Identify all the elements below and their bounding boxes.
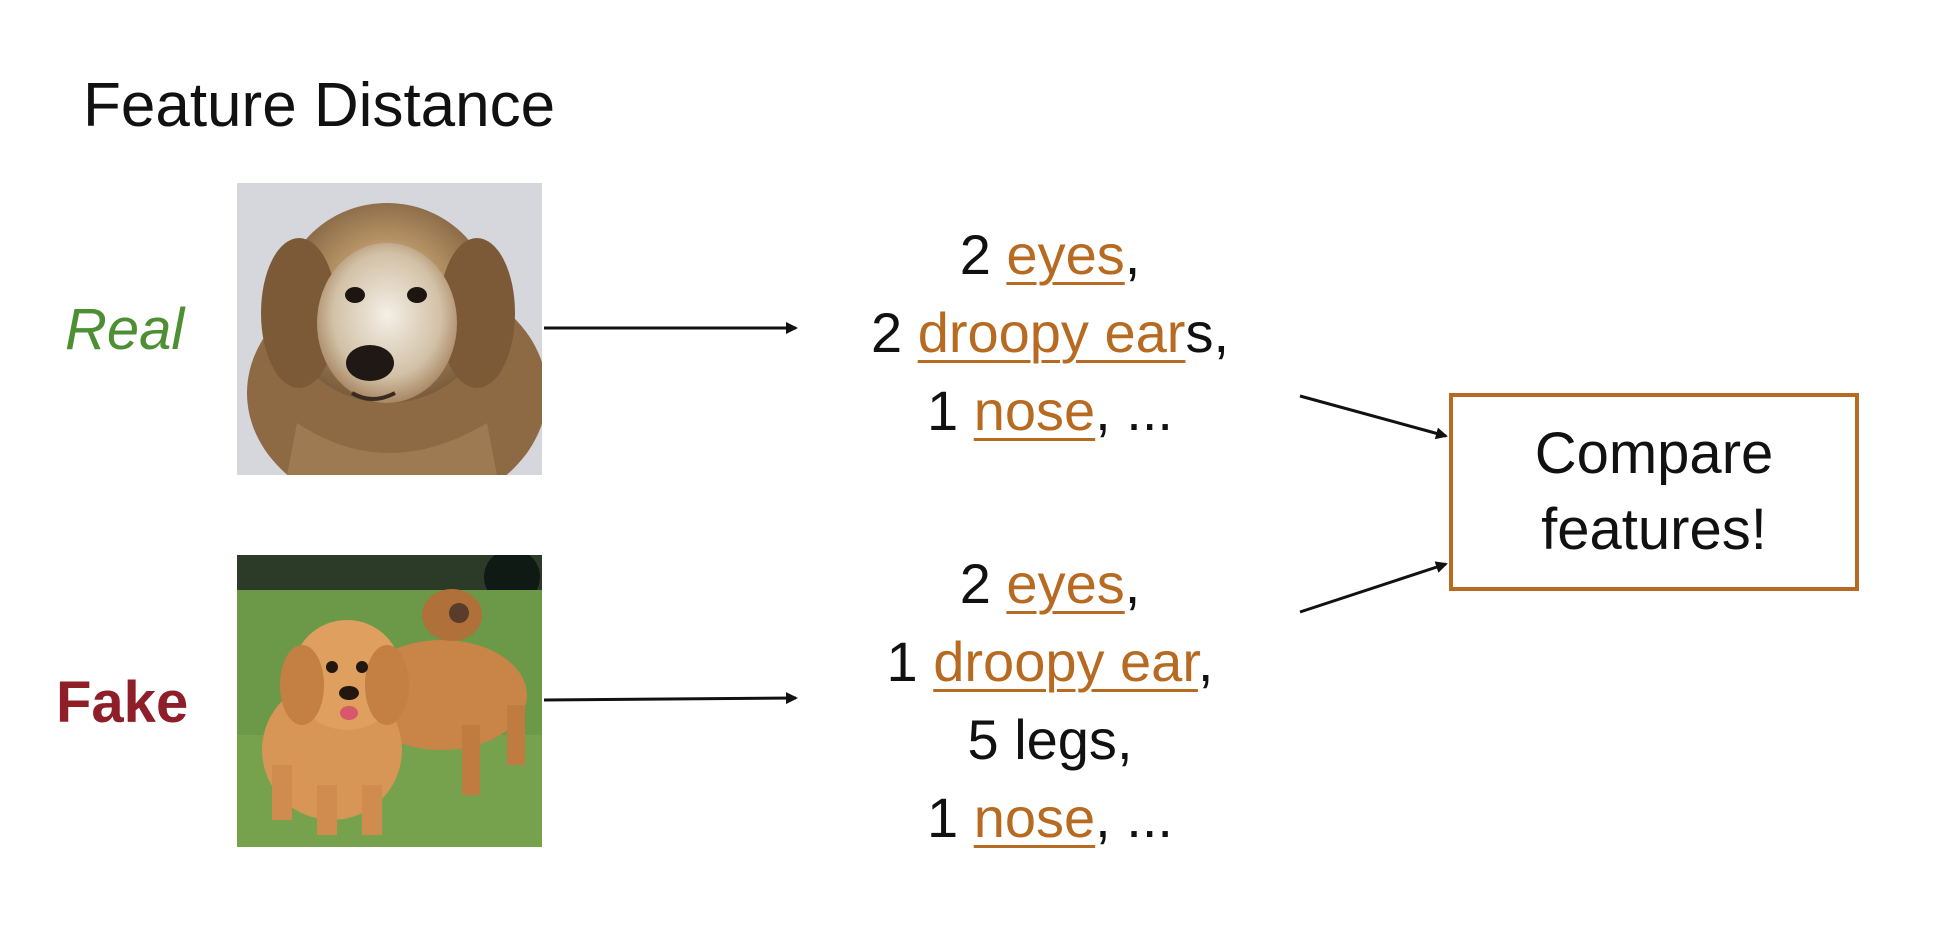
fake-label: Fake: [56, 670, 189, 735]
real-label: Real: [65, 297, 185, 362]
feature-suffix: ,: [1197, 630, 1214, 693]
compare-text: Compare features!: [1535, 416, 1774, 568]
feature-suffix: , ...: [1095, 786, 1173, 849]
compare-line-1: Compare: [1534, 421, 1774, 486]
feature-count: 2: [870, 301, 903, 364]
arrow-real-features-to-compare: [1299, 394, 1448, 440]
real-feature-line: 2 droopy ears,: [790, 294, 1310, 372]
real-dog-image: [237, 183, 542, 475]
feature-droopy-ear: droopy ear: [933, 630, 1198, 693]
feature-count: 5: [967, 708, 999, 771]
feature-suffix: ,: [1124, 552, 1141, 615]
fake-feature-list: 2 eyes, 1 droopy ear, 5 legs, 1 nose, ..…: [790, 545, 1310, 857]
feature-legs: legs: [1014, 708, 1117, 771]
feature-suffix: , ...: [1095, 379, 1173, 442]
real-feature-line: 2 eyes,: [790, 216, 1310, 294]
arrow-fake-features-to-compare: [1299, 561, 1448, 614]
slide-title: Feature Distance: [83, 71, 556, 140]
fake-feature-line: 5 legs,: [790, 701, 1310, 779]
real-feature-list: 2 eyes, 2 droopy ears, 1 nose, ...: [790, 216, 1310, 450]
feature-count: 2: [959, 223, 991, 286]
feature-count: 1: [927, 786, 959, 849]
fake-feature-line: 1 nose, ...: [790, 779, 1310, 857]
real-feature-line: 1 nose, ...: [790, 372, 1310, 450]
feature-eyes: eyes: [1006, 552, 1125, 615]
fake-feature-line: 2 eyes,: [790, 545, 1310, 623]
compare-line-2: features!: [1541, 497, 1767, 562]
feature-eyes: eyes: [1006, 223, 1125, 286]
fake-feature-line: 1 droopy ear,: [790, 623, 1310, 701]
feature-count: 1: [927, 379, 959, 442]
compare-features-box: Compare features!: [1449, 393, 1859, 591]
arrow-fake-to-features: [543, 692, 798, 705]
fake-dog-image: [237, 555, 542, 847]
feature-suffix: s,: [1185, 301, 1229, 364]
feature-nose: nose: [973, 786, 1096, 849]
feature-suffix: ,: [1124, 223, 1141, 286]
feature-droopy-ear: droopy ear: [917, 301, 1186, 364]
feature-nose: nose: [973, 379, 1096, 442]
feature-count: 1: [886, 630, 918, 693]
feature-count: 2: [959, 552, 991, 615]
feature-suffix: ,: [1116, 708, 1133, 771]
